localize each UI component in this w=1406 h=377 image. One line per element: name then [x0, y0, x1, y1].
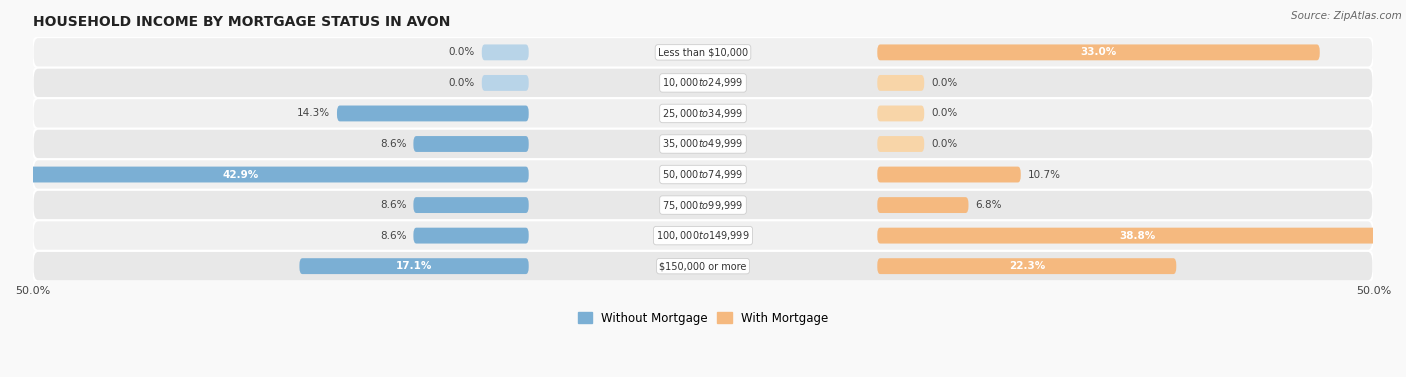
FancyBboxPatch shape — [32, 190, 1374, 220]
Text: $10,000 to $24,999: $10,000 to $24,999 — [662, 77, 744, 89]
FancyBboxPatch shape — [482, 44, 529, 60]
Text: $35,000 to $49,999: $35,000 to $49,999 — [662, 138, 744, 150]
FancyBboxPatch shape — [299, 258, 529, 274]
FancyBboxPatch shape — [413, 228, 529, 244]
FancyBboxPatch shape — [877, 136, 924, 152]
Text: $100,000 to $149,999: $100,000 to $149,999 — [657, 229, 749, 242]
Text: $50,000 to $74,999: $50,000 to $74,999 — [662, 168, 744, 181]
FancyBboxPatch shape — [877, 197, 969, 213]
FancyBboxPatch shape — [877, 258, 1177, 274]
Text: 14.3%: 14.3% — [297, 109, 330, 118]
Text: $25,000 to $34,999: $25,000 to $34,999 — [662, 107, 744, 120]
Text: HOUSEHOLD INCOME BY MORTGAGE STATUS IN AVON: HOUSEHOLD INCOME BY MORTGAGE STATUS IN A… — [32, 15, 450, 29]
Text: 22.3%: 22.3% — [1008, 261, 1045, 271]
FancyBboxPatch shape — [877, 44, 1320, 60]
FancyBboxPatch shape — [0, 167, 529, 182]
Text: 33.0%: 33.0% — [1080, 48, 1116, 57]
Text: 0.0%: 0.0% — [931, 139, 957, 149]
Text: 8.6%: 8.6% — [380, 231, 406, 241]
Text: 10.7%: 10.7% — [1028, 170, 1060, 179]
Text: $75,000 to $99,999: $75,000 to $99,999 — [662, 199, 744, 211]
Text: Source: ZipAtlas.com: Source: ZipAtlas.com — [1291, 11, 1402, 21]
Text: 0.0%: 0.0% — [449, 48, 475, 57]
Text: 0.0%: 0.0% — [449, 78, 475, 88]
FancyBboxPatch shape — [413, 197, 529, 213]
Text: 0.0%: 0.0% — [931, 78, 957, 88]
FancyBboxPatch shape — [32, 37, 1374, 67]
FancyBboxPatch shape — [32, 67, 1374, 98]
FancyBboxPatch shape — [32, 129, 1374, 159]
Text: Less than $10,000: Less than $10,000 — [658, 48, 748, 57]
Text: 6.8%: 6.8% — [976, 200, 1001, 210]
Text: 8.6%: 8.6% — [380, 200, 406, 210]
FancyBboxPatch shape — [32, 98, 1374, 129]
Legend: Without Mortgage, With Mortgage: Without Mortgage, With Mortgage — [574, 307, 832, 329]
FancyBboxPatch shape — [877, 167, 1021, 182]
FancyBboxPatch shape — [337, 106, 529, 121]
FancyBboxPatch shape — [32, 251, 1374, 281]
Text: 42.9%: 42.9% — [224, 170, 259, 179]
FancyBboxPatch shape — [32, 220, 1374, 251]
Text: 38.8%: 38.8% — [1119, 231, 1156, 241]
Text: $150,000 or more: $150,000 or more — [659, 261, 747, 271]
Text: 0.0%: 0.0% — [931, 109, 957, 118]
Text: 8.6%: 8.6% — [380, 139, 406, 149]
FancyBboxPatch shape — [877, 75, 924, 91]
FancyBboxPatch shape — [413, 136, 529, 152]
FancyBboxPatch shape — [32, 159, 1374, 190]
FancyBboxPatch shape — [877, 228, 1398, 244]
FancyBboxPatch shape — [482, 75, 529, 91]
Text: 17.1%: 17.1% — [396, 261, 432, 271]
FancyBboxPatch shape — [877, 106, 924, 121]
